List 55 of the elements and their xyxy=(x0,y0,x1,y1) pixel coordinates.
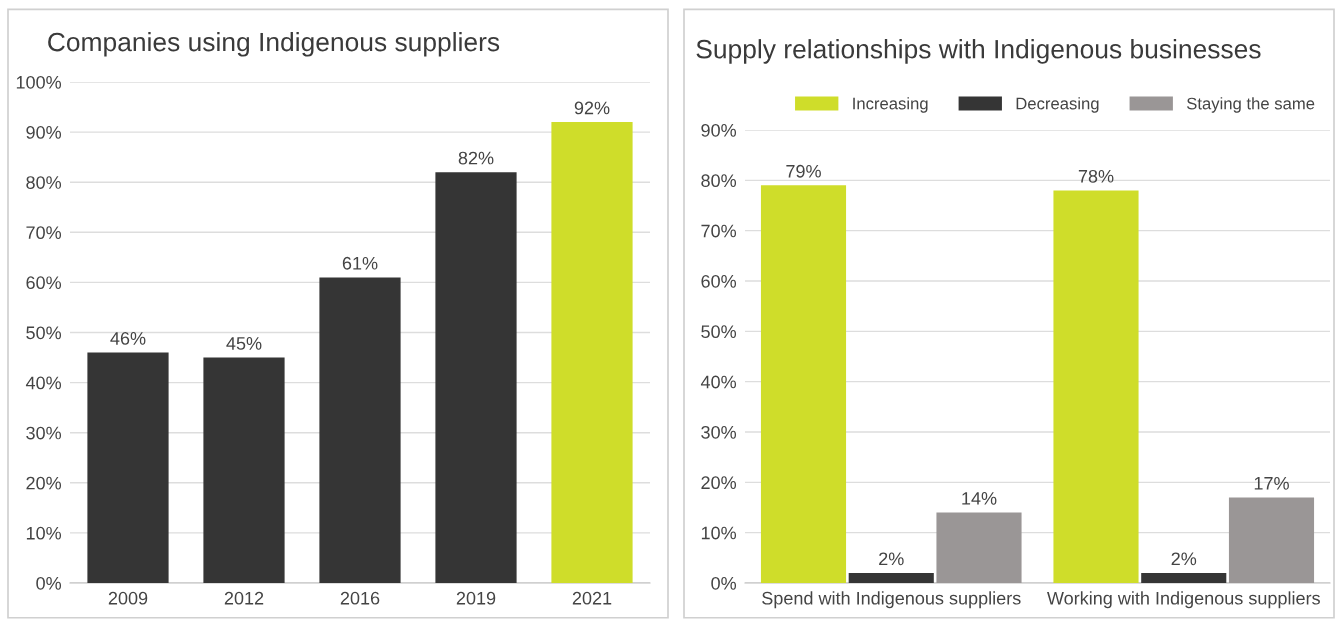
y-tick-label: 70% xyxy=(701,224,737,238)
y-tick-label: 70% xyxy=(26,226,62,240)
y-tick-label: 80% xyxy=(26,176,62,189)
legend-label: Decreasing xyxy=(1016,97,1099,113)
x-tick-label: 2009 xyxy=(108,591,148,605)
bar xyxy=(1053,190,1139,583)
x-tick-label: 2012 xyxy=(224,591,264,605)
y-tick-label: 80% xyxy=(701,174,737,188)
x-tick-label: 2016 xyxy=(340,591,380,605)
x-tick-label: 2021 xyxy=(572,591,612,605)
bar xyxy=(936,512,1022,583)
x-tick-label: 2019 xyxy=(456,591,496,605)
data-label: 61% xyxy=(342,256,378,270)
y-tick-label: 90% xyxy=(26,126,62,139)
data-label: 79% xyxy=(786,164,821,178)
legend-label: Staying the same xyxy=(1186,97,1315,113)
data-label: 2% xyxy=(1171,552,1197,566)
bar xyxy=(551,122,633,583)
y-tick-label: 20% xyxy=(701,476,737,490)
bar xyxy=(1141,572,1227,583)
y-tick-label: 10% xyxy=(701,526,737,540)
y-tick-label: 30% xyxy=(701,425,737,439)
y-tick-label: 60% xyxy=(26,276,62,290)
y-tick-label: 0% xyxy=(36,576,62,590)
y-tick-label: 20% xyxy=(26,476,62,490)
x-tick-label: Working with Indigenous suppliers xyxy=(1047,591,1320,609)
y-tick-label: 30% xyxy=(26,426,62,440)
data-label: 17% xyxy=(1254,476,1289,490)
y-tick-label: 0% xyxy=(711,576,737,590)
y-tick-label: 60% xyxy=(701,274,737,288)
x-tick-label: Spend with Indigenous suppliers xyxy=(762,591,1021,609)
legend-label: Increasing xyxy=(853,97,928,113)
data-label: 46% xyxy=(110,332,146,345)
y-tick-label: 100% xyxy=(16,75,62,89)
data-label: 2% xyxy=(879,552,904,566)
data-label: 78% xyxy=(1078,169,1114,183)
bar xyxy=(87,352,169,583)
y-tick-label: 10% xyxy=(26,526,62,540)
y-tick-label: 50% xyxy=(26,326,62,340)
data-label: 14% xyxy=(962,492,997,505)
data-label: 92% xyxy=(574,101,610,115)
bar xyxy=(319,277,401,583)
bar xyxy=(203,357,285,583)
y-tick-label: 40% xyxy=(700,375,737,389)
data-label: 82% xyxy=(458,151,494,165)
data-label: 45% xyxy=(226,337,262,350)
bar xyxy=(848,572,934,583)
y-tick-label: 50% xyxy=(701,325,737,339)
chart-title: Companies using Indigenous suppliers xyxy=(48,32,500,57)
chart-title: Supply relationships with Indigenous businesses xyxy=(696,39,1261,64)
bar xyxy=(1228,497,1315,583)
y-tick-label: 40% xyxy=(25,376,62,390)
bar xyxy=(760,185,847,583)
bar xyxy=(435,172,517,583)
y-tick-label: 90% xyxy=(701,123,737,137)
